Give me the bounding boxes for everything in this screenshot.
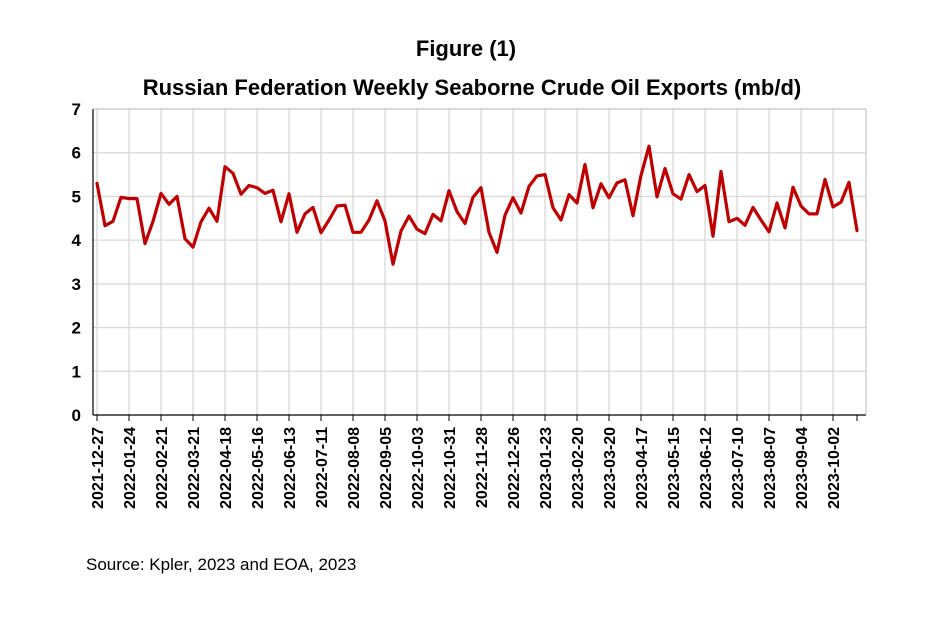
y-axis-ticks: 0 1 2 3 4 5 6 7	[72, 100, 82, 425]
x-tick-label: 2023-04-17	[634, 427, 651, 509]
series-line	[95, 144, 859, 266]
x-tick-label: 2022-03-21	[186, 427, 203, 509]
y-tick-label: 5	[72, 187, 81, 206]
x-tick-label: 2022-08-08	[346, 427, 363, 509]
chart-subtitle: Russian Federation Weekly Seaborne Crude…	[143, 75, 802, 100]
x-tick-label: 2023-05-15	[666, 427, 683, 509]
grid	[93, 108, 866, 415]
x-tick-label: 2022-07-11	[314, 427, 331, 508]
x-tick-label: 2023-09-04	[794, 427, 811, 509]
chart-title: Figure (1)	[416, 36, 516, 61]
x-tick-label: 2022-04-18	[218, 427, 235, 509]
axes	[92, 108, 867, 421]
y-tick-label: 3	[72, 275, 81, 294]
x-tick-label: 2023-02-20	[570, 427, 587, 509]
x-tick-label: 2022-02-21	[154, 427, 171, 509]
x-tick-label: 2022-10-03	[410, 427, 427, 509]
x-tick-label: 2022-06-13	[282, 427, 299, 509]
x-tick-label: 2023-10-02	[826, 427, 843, 509]
x-tick-label: 2023-01-23	[538, 427, 555, 509]
x-tick-label: 2022-10-31	[442, 427, 459, 509]
series-layer	[95, 144, 859, 266]
y-tick-label: 2	[72, 319, 81, 338]
x-tick-label: 2023-03-20	[602, 427, 619, 509]
x-tick-label: 2022-11-28	[474, 427, 491, 508]
x-tick-label: 2023-06-12	[698, 427, 715, 509]
y-tick-label: 1	[72, 362, 81, 381]
y-tick-label: 7	[72, 100, 81, 119]
x-tick-label: 2022-09-05	[378, 427, 395, 509]
source-note: Source: Kpler, 2023 and EOA, 2023	[86, 555, 356, 574]
x-tick-label: 2022-12-26	[506, 427, 523, 509]
y-tick-label: 0	[72, 406, 81, 425]
y-tick-label: 6	[72, 144, 81, 163]
x-tick-label: 2023-07-10	[730, 427, 747, 509]
x-tick-label: 2021-12-27	[90, 427, 107, 509]
x-tick-label: 2022-05-16	[250, 427, 267, 509]
x-tick-label: 2022-01-24	[122, 427, 139, 509]
x-tick-label: 2023-08-07	[762, 427, 779, 509]
x-axis-ticks: 2021-12-27 2022-01-24 2022-02-21 2022-03-21…	[90, 427, 843, 509]
y-tick-label: 4	[72, 231, 82, 250]
